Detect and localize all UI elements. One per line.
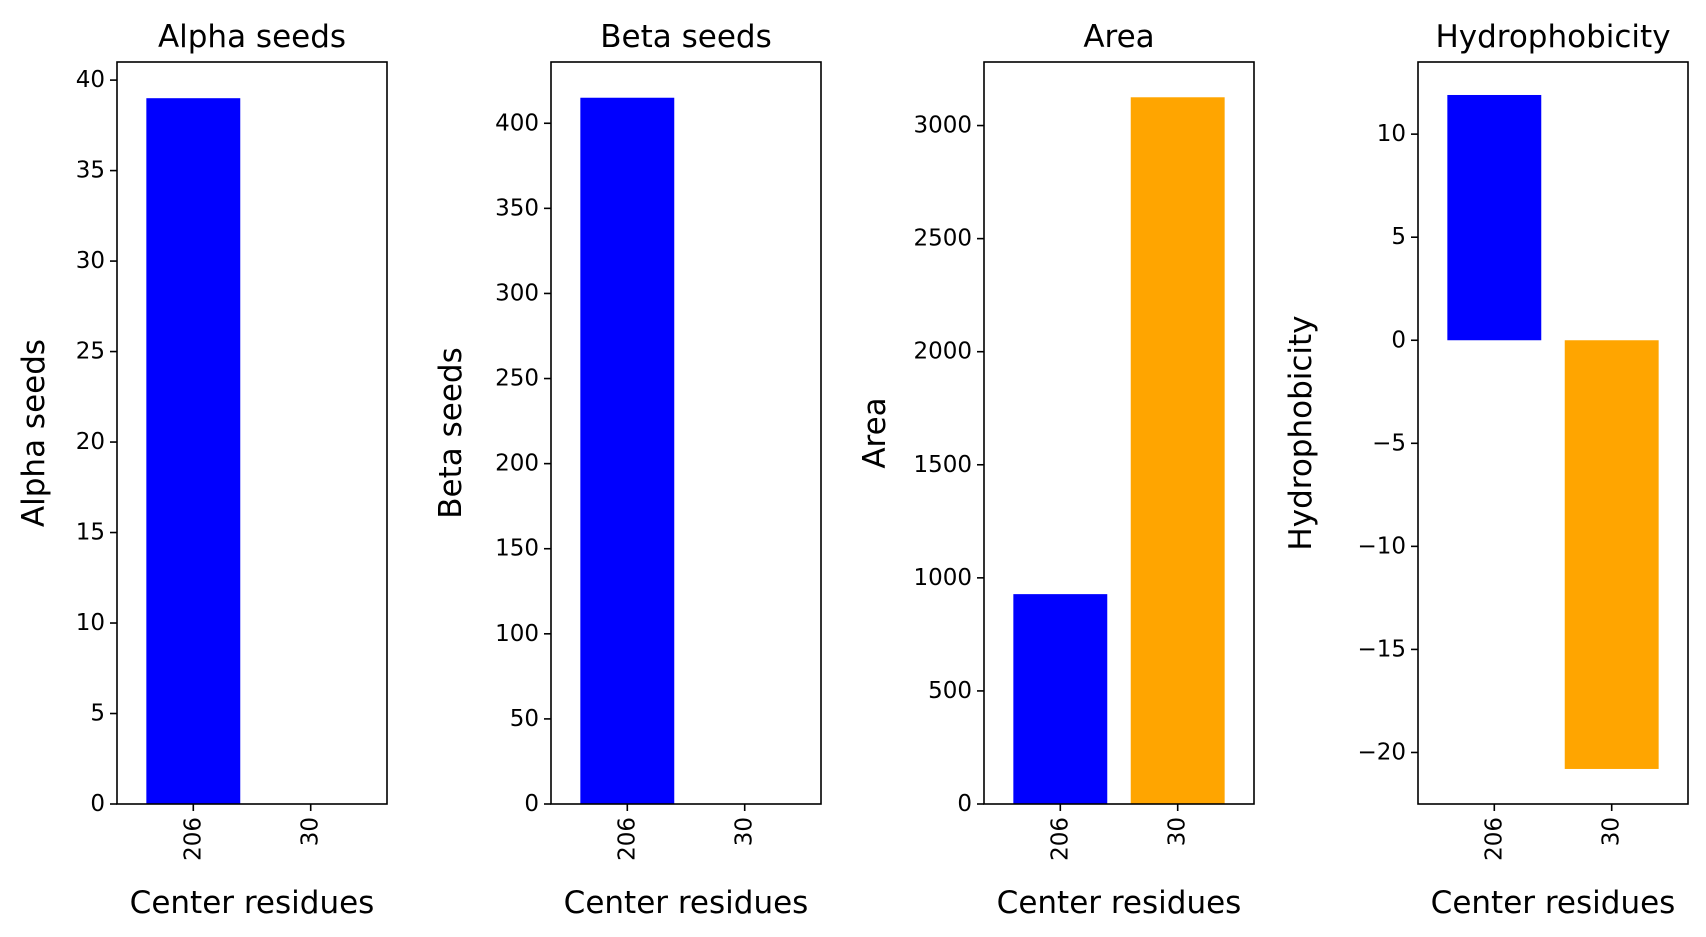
x-tick-label: 30 <box>1599 817 1625 846</box>
panel-3: 0 500 1000 1500 2000 2500 3000 206 30 Area Center … <box>857 19 1255 921</box>
y-tick-label: 0 <box>1391 327 1406 353</box>
x-tick-label: 206 <box>1481 817 1507 861</box>
y-tick-label: 300 <box>495 280 539 306</box>
y-tick-label: 1000 <box>913 565 972 591</box>
bar-206 <box>580 97 675 805</box>
panel-title: Beta seeds <box>600 19 771 55</box>
bar-30 <box>1130 97 1225 805</box>
y-tick-label: 35 <box>76 158 105 184</box>
y-tick-label: −20 <box>1357 739 1406 765</box>
y-tick-label: −10 <box>1357 533 1406 559</box>
axes-frame <box>550 61 822 805</box>
y-tick-label: 1500 <box>913 452 972 478</box>
bar-30 <box>1564 340 1659 769</box>
bar-206 <box>1013 594 1108 804</box>
axes-frame <box>983 61 1255 805</box>
axes-frame <box>116 61 388 805</box>
y-tick-label: 30 <box>76 248 105 274</box>
y-axis-label: Area <box>857 397 893 468</box>
bar-206 <box>146 98 241 804</box>
axes-frame <box>1417 61 1689 805</box>
y-tick-label: 400 <box>495 110 539 136</box>
y-tick-label: 15 <box>76 520 105 546</box>
y-tick-label: 350 <box>495 195 539 221</box>
y-tick-label: 100 <box>495 621 539 647</box>
y-tick-label: 25 <box>76 339 105 365</box>
x-axis-label: Center residues <box>564 885 809 921</box>
x-axis-label: Center residues <box>130 885 375 921</box>
y-tick-label: −5 <box>1372 430 1406 456</box>
y-axis-label: Alpha seeds <box>16 339 52 527</box>
panel-4: −20 −15 −10 −5 0 5 10 206 30 Hydrophobicity Center… <box>1283 19 1689 921</box>
panel-1: 0 5 10 15 20 25 30 35 40 206 30 Alpha seeds Center r… <box>16 19 388 921</box>
panel-title: Alpha seeds <box>158 19 346 55</box>
panel-title: Hydrophobicity <box>1435 19 1670 55</box>
x-tick-label: 30 <box>298 817 324 846</box>
y-axis-label: Beta seeds <box>433 347 469 518</box>
y-tick-label: 50 <box>510 706 539 732</box>
y-tick-label: −15 <box>1357 636 1406 662</box>
x-axis-label: Center residues <box>1431 885 1676 921</box>
x-tick-label: 30 <box>732 817 758 846</box>
x-tick-label: 206 <box>1047 817 1073 861</box>
y-tick-label: 0 <box>957 791 972 817</box>
y-tick-label: 2000 <box>913 339 972 365</box>
y-tick-label: 10 <box>76 610 105 636</box>
panel-2: 0 50 100 150 200 250 300 350 400 206 30 Beta seeds C… <box>433 19 822 921</box>
y-tick-label: 3000 <box>913 113 972 139</box>
y-tick-label: 5 <box>90 701 105 727</box>
panel-title: Area <box>1083 19 1154 55</box>
y-tick-label: 500 <box>928 678 972 704</box>
y-axis-label: Hydrophobicity <box>1283 315 1319 550</box>
x-axis-label: Center residues <box>997 885 1242 921</box>
y-tick-label: 5 <box>1391 224 1406 250</box>
x-tick-label: 206 <box>180 817 206 861</box>
bar-206 <box>1447 94 1542 341</box>
y-tick-label: 200 <box>495 451 539 477</box>
y-tick-label: 0 <box>90 791 105 817</box>
x-tick-label: 30 <box>1165 817 1191 846</box>
y-tick-label: 250 <box>495 366 539 392</box>
y-tick-label: 2500 <box>913 226 972 252</box>
y-tick-label: 40 <box>76 67 105 93</box>
y-tick-label: 10 <box>1377 121 1406 147</box>
y-tick-label: 20 <box>76 429 105 455</box>
y-tick-label: 150 <box>495 536 539 562</box>
x-tick-label: 206 <box>614 817 640 861</box>
y-tick-label: 0 <box>524 791 539 817</box>
